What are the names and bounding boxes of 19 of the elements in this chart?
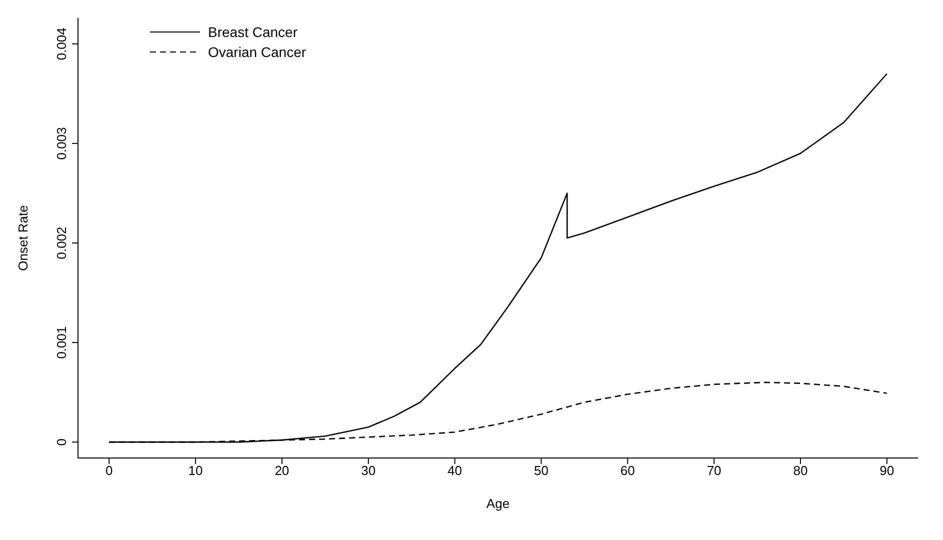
x-tick-label: 60: [620, 463, 635, 478]
y-axis-title: Onset Rate: [16, 205, 31, 271]
x-tick-label: 40: [448, 463, 462, 478]
x-tick-label: 80: [793, 463, 808, 478]
x-tick-label: 50: [534, 463, 548, 478]
x-tick-label: 70: [706, 463, 722, 478]
x-tick-label: 20: [274, 463, 290, 478]
y-tick-label: 0.001: [54, 326, 69, 359]
y-tick-label: 0.003: [54, 127, 69, 160]
x-tick-label: 90: [880, 463, 894, 478]
x-axis-title: Age: [486, 496, 510, 511]
y-tick-label: 0: [54, 438, 69, 446]
y-tick-label: 0.004: [54, 28, 69, 60]
x-tick-label: 0: [105, 463, 113, 478]
x-tick-label: 10: [188, 463, 203, 478]
x-tick-label: 30: [361, 463, 376, 478]
y-tick-label: 0.002: [54, 226, 69, 260]
legend-label: Ovarian Cancer: [208, 44, 306, 60]
legend-label: Breast Cancer: [208, 24, 298, 40]
